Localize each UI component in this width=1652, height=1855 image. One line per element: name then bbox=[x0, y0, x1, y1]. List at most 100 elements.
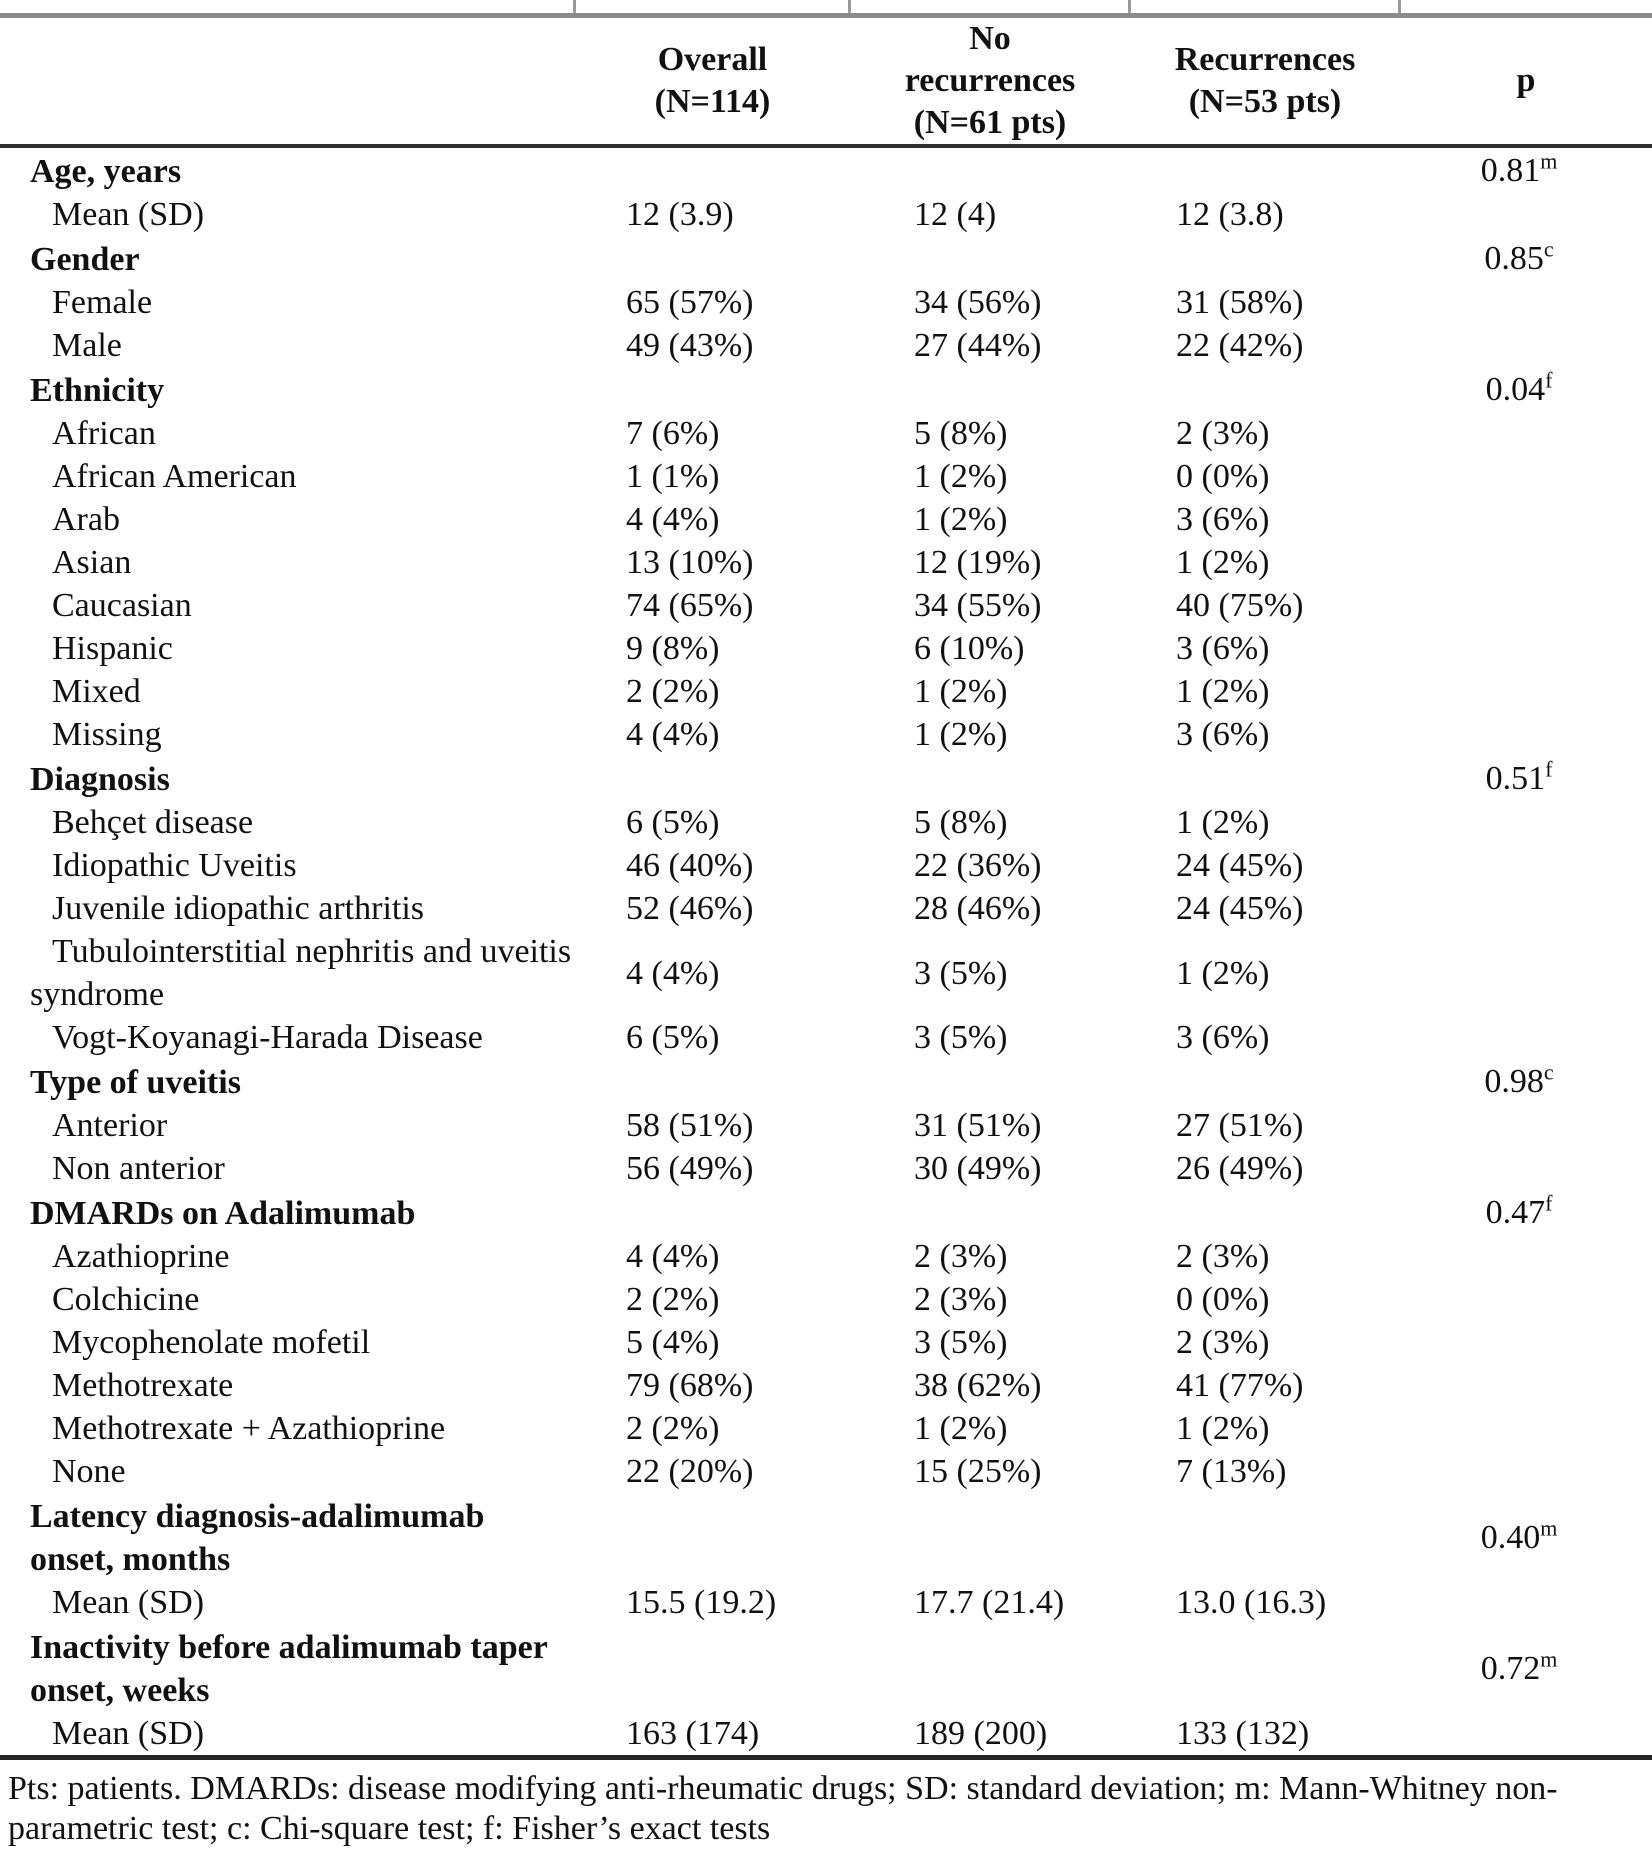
value-cell-recurrences: 133 (132) bbox=[1130, 1712, 1400, 1760]
p-value-cell bbox=[1400, 1147, 1652, 1190]
value-cell-overall: 12 (3.9) bbox=[626, 196, 734, 233]
value-cell-recurrences: 1 (2%) bbox=[1176, 544, 1270, 581]
row-label: Azathioprine bbox=[52, 1238, 230, 1275]
value-cell-no-recurrences: 1 (2%) bbox=[914, 673, 1008, 710]
row-label: Missing bbox=[52, 716, 162, 753]
value-cell-no-recurrences: 6 (10%) bbox=[914, 630, 1025, 667]
value-cell-recurrences: 40 (75%) bbox=[1176, 587, 1304, 624]
p-value-cell bbox=[1400, 1581, 1652, 1624]
p-value-cell bbox=[1400, 412, 1652, 455]
value-cell-recurrences: 3 (6%) bbox=[1176, 630, 1270, 667]
value-cell-overall: 79 (68%) bbox=[626, 1367, 754, 1404]
value-cell-overall: 22 (20%) bbox=[626, 1453, 754, 1490]
p-value-cell bbox=[1400, 1104, 1652, 1147]
row-label: Female bbox=[52, 284, 153, 321]
value-cell-overall bbox=[575, 1493, 850, 1581]
header-row: Overall (N=114) No recurrences (N=61 pts… bbox=[0, 18, 1652, 148]
column-border-tick bbox=[573, 0, 576, 13]
data-row: Asian 13 (10%) 12 (19%) 1 (2%) bbox=[0, 541, 1652, 584]
p-value-cell bbox=[1400, 193, 1652, 236]
data-row: Male 49 (43%) 27 (44%) 22 (42%) bbox=[0, 324, 1652, 367]
p-test-superscript: m bbox=[1540, 1646, 1558, 1672]
row-label: Mean (SD) bbox=[0, 1712, 575, 1760]
row-label: None bbox=[52, 1453, 126, 1490]
section-row: Latency diagnosis-adalimumab onset, mont… bbox=[0, 1493, 1652, 1581]
value-cell-recurrences: 2 (3%) bbox=[1176, 1324, 1270, 1361]
value-cell-no-recurrences: 27 (44%) bbox=[914, 327, 1042, 364]
value-cell-recurrences: 0 (0%) bbox=[1176, 458, 1270, 495]
row-label: Non anterior bbox=[52, 1150, 225, 1187]
section-row: Inactivity before adalimumab taper onset… bbox=[0, 1624, 1652, 1712]
row-label: Methotrexate + Azathioprine bbox=[52, 1410, 446, 1447]
value-cell-overall: 4 (4%) bbox=[626, 716, 720, 753]
data-row: Idiopathic Uveitis 46 (40%) 22 (36%) 24 (45… bbox=[0, 844, 1652, 887]
value-cell-recurrences: 1 (2%) bbox=[1176, 954, 1270, 992]
header-cell-overall: Overall (N=114) bbox=[575, 18, 850, 148]
section-label: DMARDs on Adalimumab bbox=[30, 1195, 416, 1232]
value-cell-recurrences: 3 (6%) bbox=[1176, 501, 1270, 538]
value-cell-no-recurrences: 15 (25%) bbox=[914, 1453, 1042, 1490]
value-cell-no-recurrences: 12 (19%) bbox=[914, 544, 1042, 581]
p-value-cell bbox=[1400, 281, 1652, 324]
p-value-cell bbox=[1400, 713, 1652, 756]
p-test-superscript: c bbox=[1543, 1059, 1554, 1085]
p-test-superscript: m bbox=[1540, 1515, 1558, 1541]
value-cell-overall bbox=[575, 1059, 850, 1104]
section-row: Diagnosis 0.51f bbox=[0, 756, 1652, 801]
value-cell-recurrences: 24 (45%) bbox=[1176, 847, 1304, 884]
value-cell-no-recurrences bbox=[850, 1059, 1130, 1104]
data-row: African American 1 (1%) 1 (2%) 0 (0%) bbox=[0, 455, 1652, 498]
p-test-superscript: m bbox=[1540, 148, 1558, 174]
section-label: Ethnicity bbox=[30, 372, 165, 409]
value-cell-no-recurrences: 1 (2%) bbox=[914, 458, 1008, 495]
value-cell-overall bbox=[575, 146, 850, 193]
p-value-cell bbox=[1400, 1278, 1652, 1321]
value-cell-overall: 4 (4%) bbox=[626, 501, 720, 538]
data-row: Anterior 58 (51%) 31 (51%) 27 (51%) bbox=[0, 1104, 1652, 1147]
header-cell-label bbox=[0, 18, 575, 148]
section-label: Inactivity before adalimumab taper onset… bbox=[30, 1629, 548, 1709]
p-value-cell bbox=[1400, 324, 1652, 367]
value-cell-recurrences: 3 (6%) bbox=[1176, 716, 1270, 753]
p-test-superscript: f bbox=[1545, 1190, 1553, 1216]
data-row: Vogt-Koyanagi-Harada Disease 6 (5%) 3 (5%)… bbox=[0, 1016, 1652, 1059]
value-cell-recurrences: 7 (13%) bbox=[1176, 1453, 1287, 1490]
value-cell-recurrences: 26 (49%) bbox=[1176, 1150, 1304, 1187]
value-cell-overall: 49 (43%) bbox=[626, 327, 754, 364]
value-cell-overall: 9 (8%) bbox=[626, 630, 720, 667]
value-cell-overall: 52 (46%) bbox=[626, 890, 754, 927]
value-cell-recurrences bbox=[1130, 1059, 1400, 1104]
value-cell-recurrences: 22 (42%) bbox=[1176, 327, 1304, 364]
p-value-cell bbox=[1400, 455, 1652, 498]
value-cell-recurrences: 13.0 (16.3) bbox=[1176, 1584, 1327, 1621]
header-cell-recurrences: Recurrences (N=53 pts) bbox=[1130, 18, 1400, 148]
table-body: Age, years 0.81m Mean (SD) 12 (3.9) 12 (4) 12… bbox=[0, 146, 1652, 1760]
value-cell-no-recurrences: 3 (5%) bbox=[914, 1019, 1008, 1056]
p-value-cell bbox=[1400, 1712, 1652, 1760]
value-cell-overall: 2 (2%) bbox=[626, 1410, 720, 1447]
row-label: Colchicine bbox=[52, 1281, 200, 1318]
row-label: Mixed bbox=[52, 673, 141, 710]
p-value: 0.04 bbox=[1485, 371, 1546, 408]
value-cell-no-recurrences: 31 (51%) bbox=[914, 1107, 1042, 1144]
p-value-cell: 0.51f bbox=[1400, 756, 1652, 801]
section-row: Ethnicity 0.04f bbox=[0, 367, 1652, 412]
p-test-superscript: c bbox=[1543, 236, 1554, 262]
p-value-cell: 0.85c bbox=[1400, 236, 1652, 281]
table-footnote: Pts: patients. DMARDs: disease modifying… bbox=[8, 1770, 1558, 1847]
p-value: 0.47 bbox=[1485, 1194, 1546, 1231]
value-cell-no-recurrences bbox=[850, 1493, 1130, 1581]
value-cell-no-recurrences: 17.7 (21.4) bbox=[914, 1584, 1065, 1621]
value-cell-overall bbox=[575, 756, 850, 801]
value-cell-overall: 46 (40%) bbox=[626, 847, 754, 884]
data-row: Methotrexate + Azathioprine 2 (2%) 1 (2%) 1… bbox=[0, 1407, 1652, 1450]
data-row: Azathioprine 4 (4%) 2 (3%) 2 (3%) bbox=[0, 1235, 1652, 1278]
value-cell-recurrences: 1 (2%) bbox=[1176, 1410, 1270, 1447]
column-border-tick bbox=[1398, 0, 1401, 13]
section-label: Latency diagnosis-adalimumab onset, mont… bbox=[30, 1498, 485, 1578]
column-border-tick bbox=[848, 0, 851, 13]
value-cell-no-recurrences: 12 (4) bbox=[914, 196, 997, 233]
p-value: 0.40 bbox=[1480, 1518, 1541, 1556]
value-cell-overall: 1 (1%) bbox=[626, 458, 720, 495]
